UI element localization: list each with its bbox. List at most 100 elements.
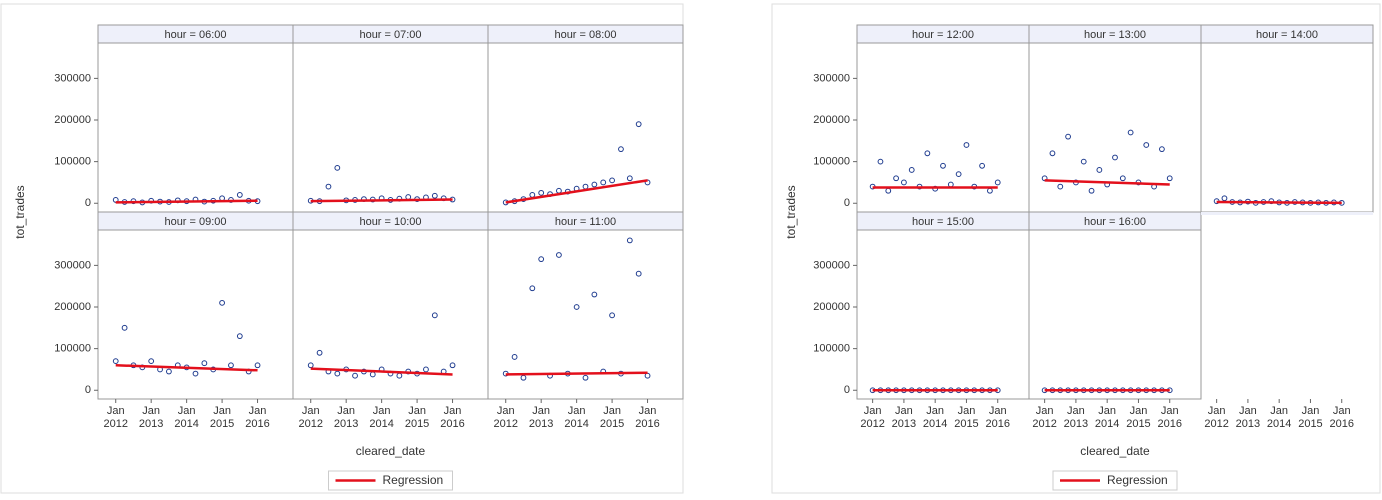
x-tick-box: Jan 2016 [1157, 405, 1182, 430]
x-tick-label: Jan 2015 [1126, 405, 1151, 430]
point [334, 164, 341, 171]
chart-frame [771, 3, 1381, 494]
point [591, 181, 598, 188]
x-tick-box: Jan 2013 [1063, 405, 1089, 430]
x-tick-label: Jan 2012 [1204, 405, 1229, 430]
x-tick-label: Jan 2014 [922, 405, 948, 430]
point [987, 187, 993, 194]
panel-title: hour = 12:00 [912, 29, 974, 41]
point [166, 368, 172, 375]
legend-label: Regression [1107, 473, 1168, 487]
point [228, 362, 234, 369]
point [352, 372, 358, 379]
x-tick-label: Jan 2013 [1063, 405, 1089, 430]
x-tick-label: Jan 2014 [1094, 405, 1120, 430]
x-tick-box: Jan 2015 [209, 405, 235, 430]
y-tick-label: 300000 [813, 72, 850, 84]
y-tick-label: 200000 [54, 114, 91, 126]
x-tick-box: Jan 2013 [528, 405, 554, 430]
y-axis-label: tot_trades [784, 185, 798, 238]
regression-line [1044, 179, 1170, 186]
x-axis-label: cleared_date [1080, 444, 1150, 458]
legend-box [1052, 470, 1178, 491]
panel-title: hour = 11:00 [555, 216, 616, 228]
x-tick-label: Jan 2016 [245, 405, 270, 430]
point [396, 372, 403, 379]
regression-line [310, 198, 453, 203]
panel-title: hour = 14:00 [1256, 29, 1318, 41]
x-tick-box: Jan 2013 [1235, 405, 1261, 430]
panel-title: hour = 16:00 [1084, 216, 1146, 228]
regression-line [115, 199, 258, 204]
x-tick-label: Jan 2015 [599, 405, 625, 430]
empty-cell [1201, 212, 1373, 215]
point [556, 187, 562, 194]
point [940, 162, 946, 169]
point [1112, 154, 1118, 161]
x-tick-label: Jan 2012 [298, 405, 323, 430]
point [609, 177, 615, 184]
x-tick-label: Jan 2015 [209, 405, 235, 430]
point [254, 362, 261, 369]
regression-line [505, 371, 648, 376]
point [334, 370, 341, 377]
y-tick-label: 0 [844, 384, 850, 396]
point [885, 187, 892, 194]
x-tick-label: Jan 2015 [954, 405, 979, 430]
point [431, 192, 438, 199]
x-tick-label: Jan 2016 [1329, 405, 1354, 430]
legend-box [328, 470, 453, 491]
x-tick-label: Jan 2013 [138, 405, 164, 430]
point [431, 312, 438, 319]
x-tick-box: Jan 2014 [1267, 405, 1291, 430]
panel-title: hour = 06:00 [164, 29, 226, 41]
point [236, 333, 243, 340]
point [405, 194, 412, 200]
point [148, 358, 155, 365]
point [893, 175, 899, 182]
x-tick-box: Jan 2016 [985, 405, 1009, 430]
point [591, 291, 598, 298]
x-tick-label: Jan 2012 [493, 405, 518, 430]
point [1127, 129, 1134, 136]
x-tick-label: Jan 2012 [103, 405, 128, 430]
point [582, 374, 589, 381]
point [236, 192, 243, 198]
point [423, 366, 429, 373]
panel [1200, 42, 1374, 213]
point [582, 183, 589, 190]
x-tick-label: Jan 2016 [1157, 405, 1182, 430]
x-tick-label: Jan 2012 [1032, 405, 1057, 430]
x-tick-label: Jan 2013 [1235, 405, 1261, 430]
regression-line [1216, 200, 1342, 205]
x-tick-box: Jan 2013 [892, 405, 916, 430]
panel-title: hour = 15:00 [912, 216, 974, 228]
panel [856, 229, 1030, 400]
y-tick-label: 100000 [54, 156, 91, 168]
x-tick-box: Jan 2015 [1126, 405, 1151, 430]
point [1065, 133, 1071, 140]
y-tick-label: 300000 [54, 72, 91, 84]
point [1143, 142, 1150, 148]
x-tick-box: Jan 2016 [245, 405, 270, 430]
point [192, 370, 199, 377]
y-tick-label: 0 [844, 197, 850, 209]
panel-title: hour = 13:00 [1084, 29, 1146, 41]
point [609, 312, 615, 319]
point [877, 158, 884, 165]
point [201, 360, 208, 367]
point [1119, 175, 1126, 182]
panel [97, 42, 294, 213]
x-tick-label: Jan 2014 [174, 405, 199, 430]
y-tick-label: 100000 [813, 343, 850, 355]
x-tick-label: Jan 2016 [440, 405, 465, 430]
x-tick-label: Jan 2016 [635, 405, 660, 430]
point [618, 146, 624, 153]
regression-line [115, 364, 258, 372]
x-tick-label: Jan 2013 [528, 405, 554, 430]
point [573, 304, 580, 310]
x-tick-box: Jan 2016 [440, 405, 465, 430]
point [644, 179, 651, 186]
